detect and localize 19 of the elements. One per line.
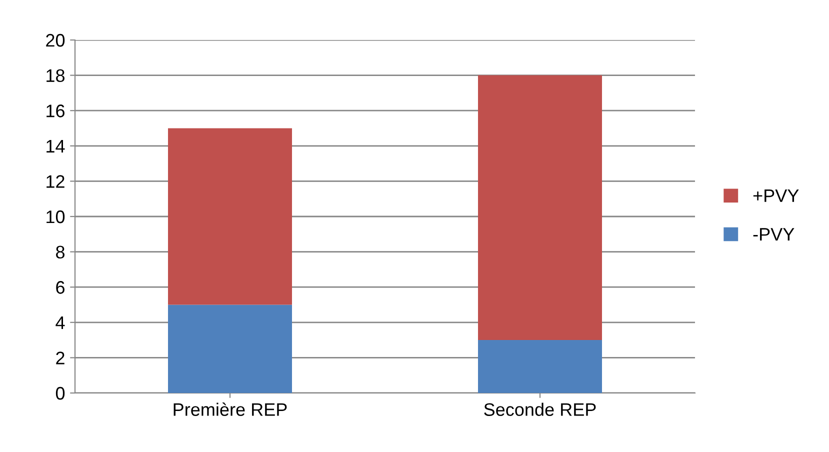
bar [478, 75, 602, 340]
legend-label: -PVY [753, 228, 794, 241]
y-tick-label: 18 [46, 69, 64, 82]
bar [168, 128, 292, 305]
x-tick-label: Seconde REP [484, 402, 596, 416]
legend-label: +PVY [753, 190, 799, 202]
x-tick-label: Première REP [174, 402, 287, 416]
bar [478, 340, 602, 393]
y-tick-label: 4 [56, 316, 65, 329]
y-tick-label: 12 [46, 175, 64, 188]
y-tick-label: 20 [46, 34, 65, 47]
y-tick-label: 8 [56, 246, 64, 259]
bar [168, 304, 292, 393]
y-tick-label: 6 [56, 281, 64, 294]
y-tick-label: 16 [46, 104, 64, 118]
y-tick-label: 10 [46, 210, 65, 224]
y-tick-label: 2 [56, 352, 64, 364]
y-tick-label: 0 [56, 386, 65, 400]
y-tick-label: 14 [46, 140, 65, 152]
